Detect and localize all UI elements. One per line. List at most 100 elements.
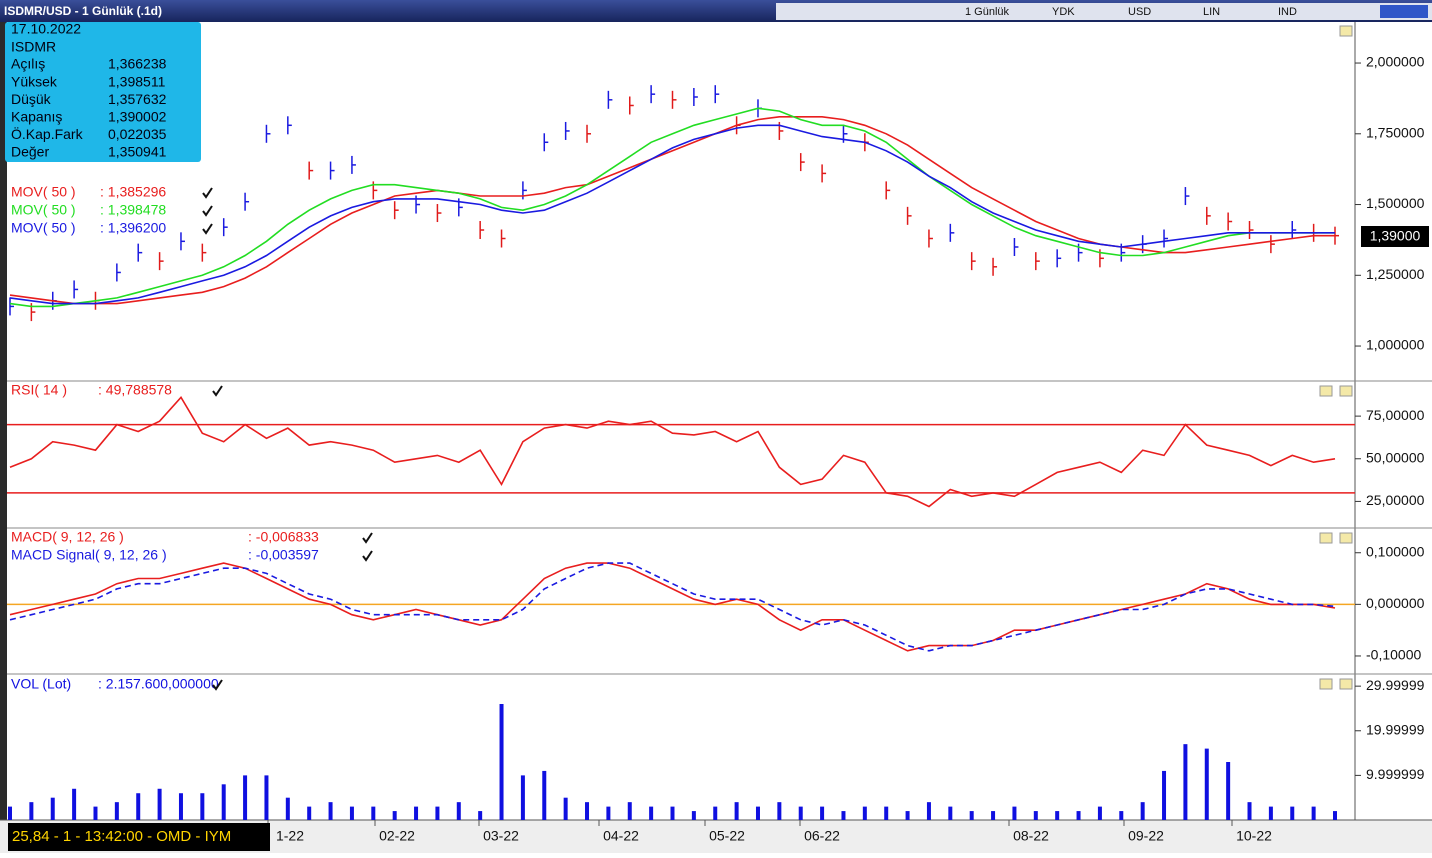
volume-bar: [969, 811, 974, 820]
volume-bar: [392, 811, 397, 820]
panel-button[interactable]: [1319, 385, 1333, 397]
volume-bar: [734, 802, 739, 820]
volume-bar: [285, 797, 290, 820]
legend-check: [362, 550, 373, 562]
volume-bar: [542, 770, 547, 820]
legend-name: MACD( 9, 12, 26 ): [11, 529, 124, 545]
y-axis-area: [1355, 22, 1432, 820]
volume-bar: [136, 793, 141, 820]
volume-bar: [1119, 811, 1124, 820]
volume-bar: [1268, 806, 1273, 820]
volume-bar: [627, 802, 632, 820]
volume-bar: [435, 806, 440, 820]
y-tick-label: 2,000000: [1366, 54, 1425, 70]
volume-bar: [50, 797, 55, 820]
y-tick-label: 19.99999: [1366, 721, 1425, 737]
volume-bar: [841, 811, 846, 820]
volume-bar: [307, 806, 312, 820]
y-tick-label: 9.999999: [1366, 766, 1425, 782]
legend-check: [202, 205, 213, 217]
volume-bar: [520, 775, 525, 820]
volume-bar: [1204, 748, 1209, 820]
last-price: 1,39000: [1370, 228, 1421, 244]
x-tick-label: 1-22: [276, 828, 304, 844]
legend-check: [202, 187, 213, 199]
legend-value: : 49,788578: [98, 382, 172, 398]
volume-bar: [798, 806, 803, 820]
volume-bar: [1140, 802, 1145, 820]
volume-bar: [606, 806, 611, 820]
legend-name: MOV( 50 ): [11, 184, 76, 200]
volume-bar: [991, 811, 996, 820]
volume-bar: [29, 802, 34, 820]
panel-button[interactable]: [1339, 25, 1353, 37]
info-label: Açılış: [11, 56, 45, 72]
volume-bar: [563, 797, 568, 820]
panel-button[interactable]: [1319, 532, 1333, 544]
info-label: Yüksek: [11, 73, 58, 89]
legend-value: : 1,385296: [100, 184, 166, 200]
toolbar-item: LIN: [1203, 6, 1220, 18]
volume-bar: [499, 704, 504, 820]
y-tick-label: 1,250000: [1366, 266, 1425, 282]
volume-bar: [178, 793, 183, 820]
volume-bar: [884, 806, 889, 820]
volume-bar: [820, 806, 825, 820]
legend-check: [212, 385, 223, 397]
toolbar-item: 1 Günlük: [965, 6, 1010, 18]
volume-bar: [1290, 806, 1295, 820]
info-label: Ö.Kap.Fark: [11, 125, 84, 142]
volume-bar: [926, 802, 931, 820]
panel-button[interactable]: [1319, 678, 1333, 690]
volume-bar: [1097, 806, 1102, 820]
legend-value: : 1,396200: [100, 220, 166, 236]
volume-bar: [72, 788, 77, 820]
volume-bar: [8, 806, 12, 820]
info-value: 1,398511: [108, 73, 166, 89]
legend-check: [212, 679, 223, 691]
toolbar: [776, 3, 1432, 20]
volume-bar: [649, 806, 654, 820]
indicator-line: [9, 562, 1336, 652]
y-tick-label: 0,100000: [1366, 543, 1425, 559]
volume-bar: [1055, 811, 1060, 820]
y-tick-label: 75,00000: [1366, 407, 1425, 423]
legend-name: MACD Signal( 9, 12, 26 ): [11, 547, 167, 563]
x-tick-label: 10-22: [1236, 828, 1272, 844]
volume-bar: [905, 811, 910, 820]
legend-name: VOL (Lot): [11, 676, 71, 692]
legend-value: : 2.157.600,000000: [98, 676, 219, 692]
volume-bar: [456, 802, 461, 820]
volume-bar: [1247, 802, 1252, 820]
panel-close[interactable]: [1339, 385, 1353, 397]
info-box: [5, 22, 201, 162]
x-tick-label: 03-22: [483, 828, 519, 844]
legend-value: : -0,003597: [248, 547, 319, 563]
volume-bar: [221, 784, 226, 820]
volume-bar: [777, 802, 782, 820]
volume-bar: [478, 811, 483, 820]
legend-name: RSI( 14 ): [11, 382, 67, 398]
volume-bar: [371, 806, 376, 820]
volume-bar: [1311, 806, 1316, 820]
info-label: Değer: [11, 144, 49, 160]
volume-bar: [414, 806, 419, 820]
volume-bar: [691, 811, 696, 820]
panel-close[interactable]: [1339, 532, 1353, 544]
volume-bar: [1076, 811, 1081, 820]
legend-check: [202, 223, 213, 235]
volume-bar: [1226, 762, 1231, 820]
volume-bar: [670, 806, 675, 820]
y-tick-label: 1,000000: [1366, 337, 1425, 353]
info-value: 1,357632: [108, 91, 167, 107]
indicator-line: [9, 124, 1335, 305]
volume-bar: [157, 788, 162, 820]
legend-value: : 1,398478: [100, 202, 166, 218]
volume-bar: [1333, 811, 1337, 820]
panel-close[interactable]: [1339, 678, 1353, 690]
info-label: Düşük: [11, 91, 52, 107]
window-controls[interactable]: [1380, 5, 1428, 18]
